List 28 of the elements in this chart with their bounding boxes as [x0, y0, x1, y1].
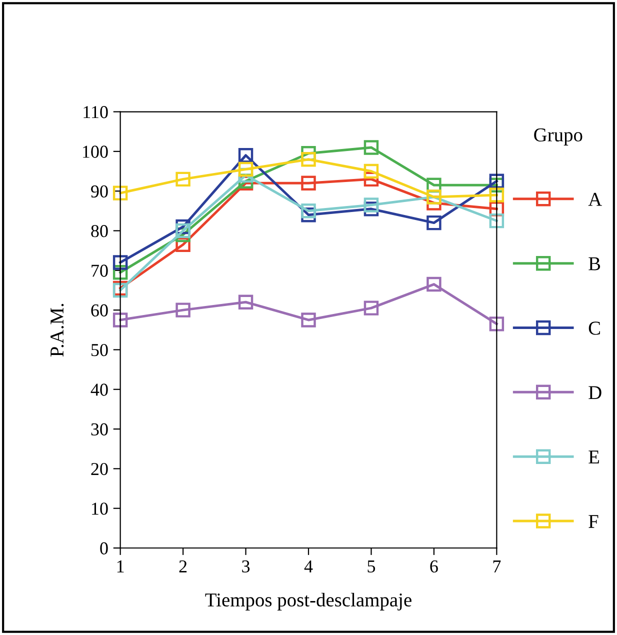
x-tick-label: 3 — [242, 560, 250, 573]
x-tick-label: 6 — [430, 560, 438, 573]
y-tick-label: 50 — [92, 344, 108, 356]
y-tick-label: 0 — [100, 542, 108, 554]
y-tick-label: 60 — [91, 304, 108, 316]
y-tick-label: 100 — [83, 146, 108, 158]
legend-label: F — [588, 515, 598, 528]
y-tick-label: 110 — [84, 106, 108, 118]
legend-label: C — [588, 322, 600, 335]
y-tick-label: 70 — [92, 264, 108, 277]
x-tick-label: 4 — [304, 560, 313, 572]
legend-title: Grupo — [534, 128, 582, 146]
legend-label: A — [588, 192, 602, 206]
y-tick-label: 10 — [92, 502, 108, 515]
legend-label: D — [588, 386, 602, 400]
y-axis-title: P.A.M. — [50, 304, 64, 357]
y-tick-label: 40 — [90, 384, 108, 396]
y-tick-label: 30 — [91, 423, 108, 436]
x-tick-label: 2 — [179, 560, 187, 572]
y-tick-label: 80 — [91, 224, 108, 238]
x-tick-label: 7 — [493, 560, 501, 572]
legend-label: E — [588, 450, 599, 464]
y-tick-label: 90 — [91, 185, 108, 198]
y-tick-label: 20 — [91, 462, 108, 476]
legend-label: B — [588, 257, 600, 270]
x-axis-title: Tiempos post-desclampaje — [205, 592, 412, 610]
x-tick-label: 1 — [117, 560, 124, 572]
x-tick-label: 5 — [368, 560, 376, 573]
